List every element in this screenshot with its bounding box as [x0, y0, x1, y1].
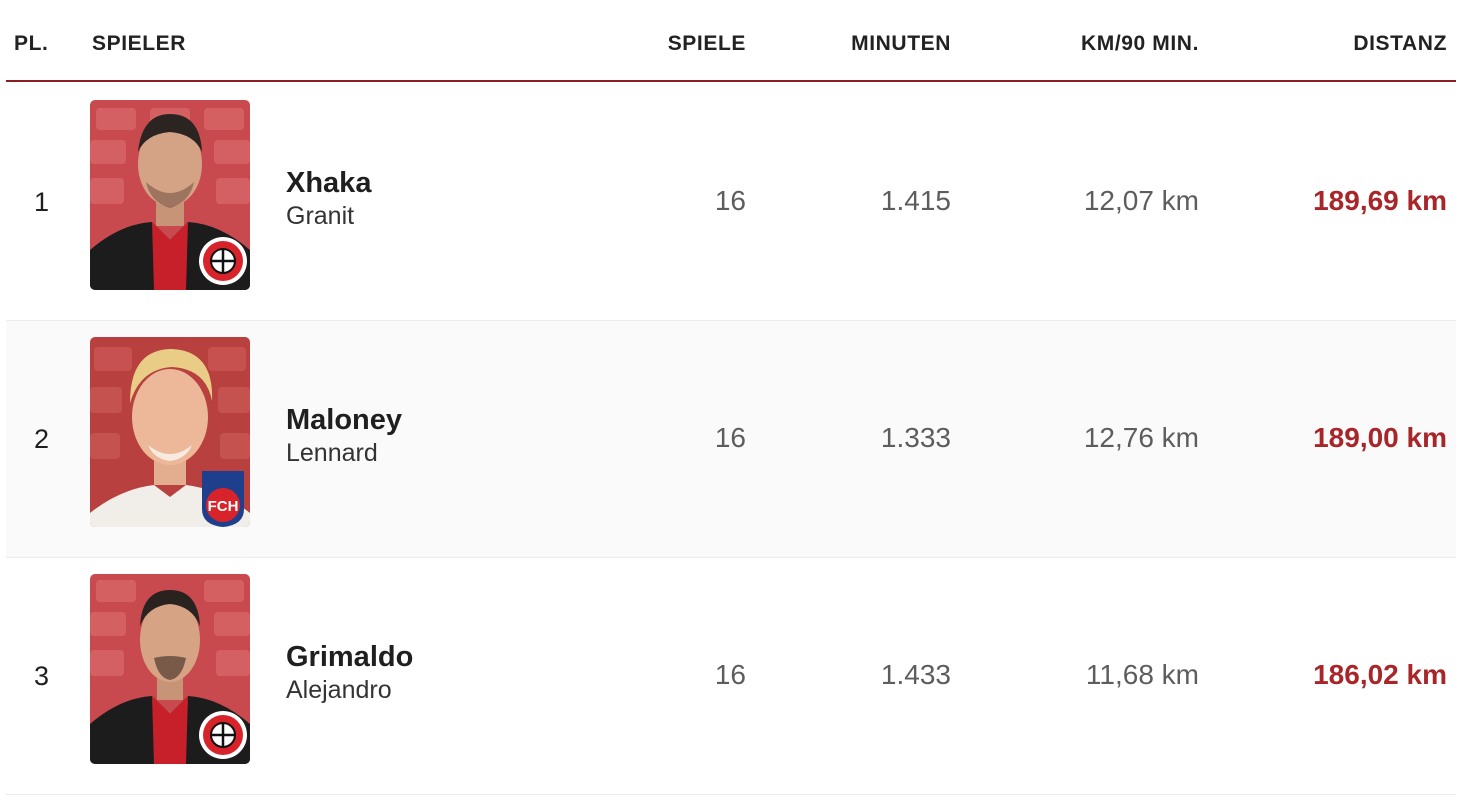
distance-value: 189,69 km: [1313, 185, 1447, 216]
player-first-name: Granit: [286, 202, 355, 230]
player-photo[interactable]: [90, 574, 250, 764]
distance-ranking-table: PL. SPIELER SPIELE MINUTEN KM/90 MIN. DI…: [6, 0, 1456, 800]
table-header: PL. SPIELER SPIELE MINUTEN KM/90 MIN. DI…: [6, 0, 1456, 82]
km-per-90-value: 12,76 km: [1083, 422, 1199, 453]
km-per-90-value: 12,07 km: [1083, 185, 1199, 216]
player-portrait-icon: [90, 574, 250, 764]
player-name[interactable]: Grimaldo Alejandro: [286, 640, 413, 706]
leverkusen-crest-icon: [199, 711, 247, 759]
heidenheim-crest-icon: FCH: [202, 471, 244, 527]
distance-value: 189,00 km: [1313, 422, 1447, 453]
row-rank: 3: [34, 661, 50, 691]
header-rank[interactable]: PL.: [14, 32, 49, 55]
games-value: 16: [714, 185, 746, 216]
table-row[interactable]: 3: [6, 558, 1456, 795]
minutes-value: 1.415: [880, 185, 951, 216]
player-portrait-icon: FCH: [90, 337, 250, 527]
player-first-name: Lennard: [286, 439, 378, 467]
player-last-name[interactable]: Xhaka: [286, 167, 372, 199]
player-name[interactable]: Maloney Lennard: [286, 403, 402, 469]
row-rank: 1: [34, 187, 50, 217]
minutes-value: 1.433: [880, 659, 951, 690]
player-first-name: Alejandro: [286, 676, 392, 704]
header-games[interactable]: SPIELE: [667, 32, 746, 55]
header-minutes[interactable]: MINUTEN: [851, 32, 951, 55]
player-last-name[interactable]: Grimaldo: [286, 641, 414, 673]
minutes-value: 1.333: [880, 422, 951, 453]
player-photo[interactable]: FCH: [90, 337, 250, 527]
svg-text:FCH: FCH: [208, 498, 239, 515]
games-value: 16: [714, 422, 746, 453]
distance-value: 186,02 km: [1313, 659, 1447, 690]
table-row[interactable]: 2 FCH Malo: [6, 321, 1456, 558]
km-per-90-value: 11,68 km: [1085, 659, 1199, 690]
player-photo[interactable]: [90, 100, 250, 290]
player-portrait-icon: [90, 100, 250, 290]
games-value: 16: [714, 659, 746, 690]
header-km-per-90[interactable]: KM/90 MIN.: [1080, 32, 1199, 55]
table-row[interactable]: 1: [6, 84, 1456, 321]
player-last-name[interactable]: Maloney: [286, 404, 403, 436]
leverkusen-crest-icon: [199, 237, 247, 285]
header-player[interactable]: SPIELER: [92, 32, 187, 55]
row-rank: 2: [34, 424, 50, 454]
header-distance[interactable]: DISTANZ: [1353, 32, 1447, 55]
player-name[interactable]: Xhaka Granit: [286, 166, 371, 232]
